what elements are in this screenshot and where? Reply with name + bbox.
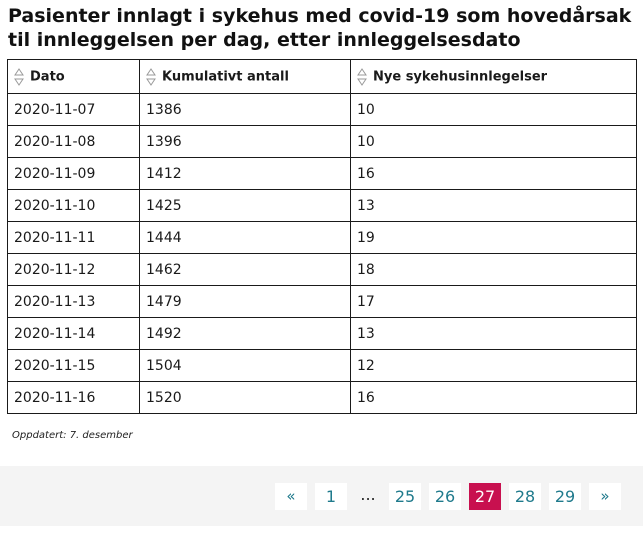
column-header-label: Nye sykehusinnlegelser <box>373 69 548 84</box>
sort-arrows-icon <box>357 67 367 86</box>
cell-new-admissions: 10 <box>350 93 637 126</box>
updated-note: Oppdatert: 7. desember <box>12 430 133 441</box>
column-header-kumulativt-antall[interactable]: Kumulativt antall <box>139 59 351 94</box>
cell-date: 2020-11-13 <box>7 285 140 318</box>
page-title: Pasienter innlagt i sykehus med covid-19… <box>8 5 632 51</box>
cell-date: 2020-11-09 <box>7 157 140 190</box>
page-button[interactable]: 26 <box>429 483 461 510</box>
cell-cumulative: 1479 <box>139 285 351 318</box>
cell-cumulative: 1412 <box>139 157 351 190</box>
table-row: 2020-11-10 1425 13 <box>7 189 637 222</box>
cell-date: 2020-11-16 <box>7 381 140 414</box>
cell-date: 2020-11-12 <box>7 253 140 286</box>
cell-new-admissions: 16 <box>350 157 637 190</box>
table-row: 2020-11-13 1479 17 <box>7 285 637 318</box>
cell-cumulative: 1504 <box>139 349 351 382</box>
page-button[interactable]: 28 <box>509 483 541 510</box>
cell-new-admissions: 16 <box>350 381 637 414</box>
column-header-label: Dato <box>30 69 65 84</box>
cell-date: 2020-11-08 <box>7 125 140 158</box>
prev-page-button[interactable]: « <box>275 483 307 510</box>
table-row: 2020-11-12 1462 18 <box>7 253 637 286</box>
column-header-label: Kumulativt antall <box>162 69 289 84</box>
cell-date: 2020-11-10 <box>7 189 140 222</box>
page-button[interactable]: 29 <box>549 483 581 510</box>
table-header-row: Dato Kumulativt antall Nye sykehusinnleg… <box>7 59 637 94</box>
column-header-nye-sykehusinnlegelser[interactable]: Nye sykehusinnlegelser <box>350 59 637 94</box>
data-table: Dato Kumulativt antall Nye sykehusinnleg… <box>7 59 637 414</box>
table-row: 2020-11-07 1386 10 <box>7 93 637 126</box>
cell-date: 2020-11-07 <box>7 93 140 126</box>
table-row: 2020-11-14 1492 13 <box>7 317 637 350</box>
table-row: 2020-11-11 1444 19 <box>7 221 637 254</box>
pagination: « 1 ... 25 26 27 28 29 » <box>275 483 621 510</box>
column-header-dato[interactable]: Dato <box>7 59 140 94</box>
table-row: 2020-11-15 1504 12 <box>7 349 637 382</box>
sort-arrows-icon <box>146 67 156 86</box>
page-button[interactable]: 25 <box>389 483 421 510</box>
page-button-current[interactable]: 27 <box>469 483 501 510</box>
pagination-bar: « 1 ... 25 26 27 28 29 » <box>0 466 643 526</box>
cell-new-admissions: 13 <box>350 189 637 222</box>
cell-new-admissions: 17 <box>350 285 637 318</box>
pagination-ellipsis: ... <box>360 485 376 504</box>
cell-new-admissions: 18 <box>350 253 637 286</box>
cell-cumulative: 1444 <box>139 221 351 254</box>
cell-new-admissions: 19 <box>350 221 637 254</box>
table-row: 2020-11-16 1520 16 <box>7 381 637 414</box>
cell-cumulative: 1425 <box>139 189 351 222</box>
sort-arrows-icon <box>14 67 24 86</box>
cell-date: 2020-11-15 <box>7 349 140 382</box>
table-row: 2020-11-09 1412 16 <box>7 157 637 190</box>
cell-date: 2020-11-14 <box>7 317 140 350</box>
page-button-first[interactable]: 1 <box>315 483 347 510</box>
cell-new-admissions: 12 <box>350 349 637 382</box>
next-page-button[interactable]: » <box>589 483 621 510</box>
cell-cumulative: 1492 <box>139 317 351 350</box>
cell-cumulative: 1520 <box>139 381 351 414</box>
cell-cumulative: 1386 <box>139 93 351 126</box>
cell-new-admissions: 10 <box>350 125 637 158</box>
table-row: 2020-11-08 1396 10 <box>7 125 637 158</box>
cell-cumulative: 1396 <box>139 125 351 158</box>
cell-cumulative: 1462 <box>139 253 351 286</box>
cell-date: 2020-11-11 <box>7 221 140 254</box>
cell-new-admissions: 13 <box>350 317 637 350</box>
